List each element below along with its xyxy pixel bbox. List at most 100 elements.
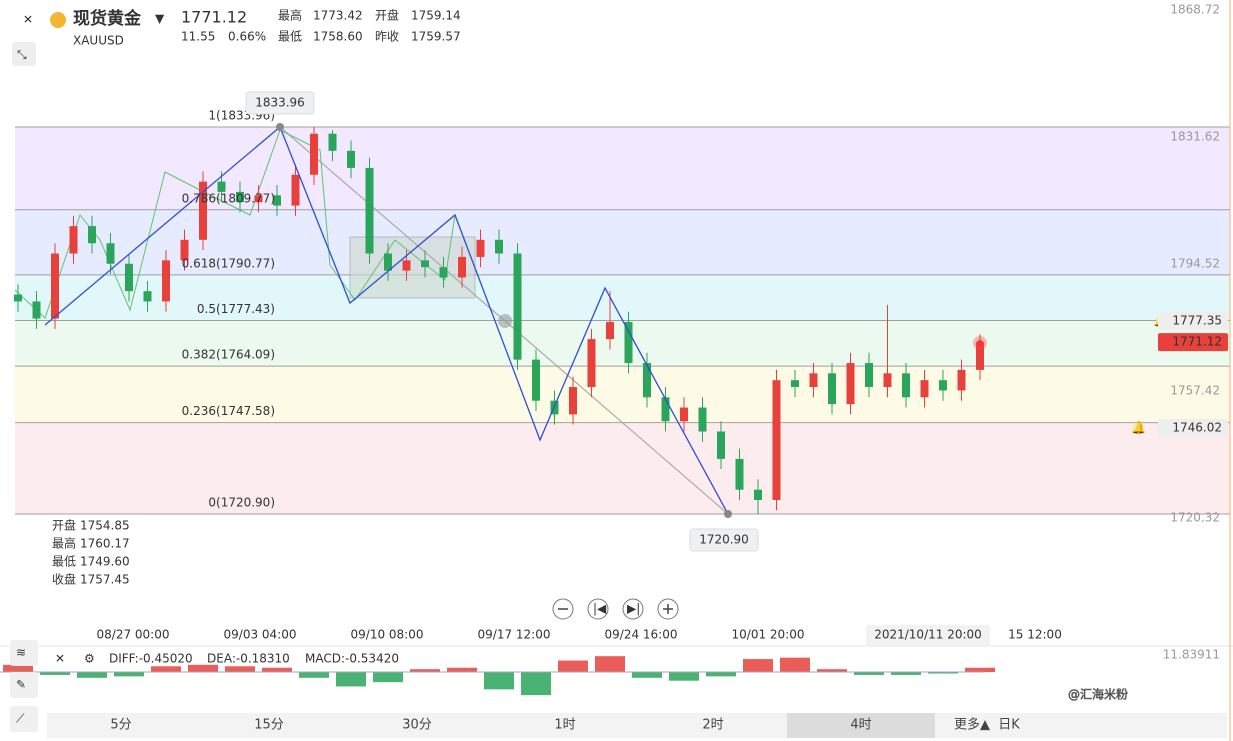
ohlc-label: 收盘: [52, 572, 76, 587]
macd-bar: [336, 672, 366, 687]
price-tag-label: 1771.12: [1172, 335, 1222, 349]
alert-icon: 🔔: [1131, 421, 1146, 435]
y-tick-label: 1794.52: [1170, 257, 1220, 271]
zoom-button[interactable]: [12, 42, 36, 66]
macd-legend: DEA:-0.18310: [207, 652, 290, 666]
settings-icon[interactable]: ⚙: [84, 652, 95, 666]
candle-body: [273, 195, 281, 206]
symbol-code: XAUUSD: [73, 34, 124, 48]
candle-body: [920, 380, 929, 398]
macd-bar: [632, 672, 662, 678]
candle-body: [569, 387, 577, 415]
macd-bar: [262, 667, 292, 673]
tool-button[interactable]: [10, 672, 38, 698]
macd-bar: [891, 672, 921, 675]
timeframe-tab[interactable]: 更多▲: [954, 717, 990, 733]
prev-button[interactable]: [587, 598, 609, 620]
candle-body: [14, 294, 22, 302]
candle-body: [957, 369, 966, 391]
macd-bar: [299, 672, 329, 678]
wave-line: [14, 129, 456, 319]
y-tick-label: 1757.42: [1170, 384, 1220, 398]
candle-body: [106, 243, 115, 264]
candle-body: [476, 239, 485, 257]
candle-body: [865, 363, 873, 388]
y-tick-label: 1720.32: [1170, 510, 1220, 524]
timeframe-tab[interactable]: 1时: [554, 718, 575, 733]
fib-label: 0.382(1764.09): [182, 348, 275, 362]
crosshair-label: 2021/10/11 20:00: [874, 628, 982, 642]
crosshair-box: [866, 625, 990, 645]
candle-body: [291, 174, 300, 206]
candle-body: [606, 321, 614, 340]
timeframe-tab[interactable]: 4时: [850, 718, 871, 733]
close-icon[interactable]: ✕: [23, 13, 33, 27]
candle-body: [495, 239, 503, 254]
icon: ⟋: [16, 712, 25, 726]
candle-body: [217, 181, 226, 192]
ohlc-value: 1749.60: [80, 555, 130, 569]
zoom-icon: ⤡: [17, 48, 27, 62]
timeframe-tab[interactable]: 30分: [402, 718, 432, 733]
candle-body: [680, 407, 688, 422]
candle-body: [587, 339, 596, 388]
fib-label: 0(1720.90): [208, 496, 275, 510]
timeframe-tab[interactable]: 15分: [254, 718, 284, 733]
tool-button[interactable]: [10, 640, 38, 666]
y-tick-label: 1868.72: [1170, 3, 1220, 17]
candle-body: [439, 267, 448, 278]
candle-body: [199, 181, 207, 240]
candle-body: [809, 373, 818, 388]
price: 1771.12: [181, 8, 247, 27]
stat-value: 1758.60: [313, 30, 363, 44]
stat-value: 1759.14: [411, 9, 461, 23]
timeframe-bar: [47, 713, 1227, 738]
candle-body: [421, 260, 429, 268]
candle-body: [939, 380, 947, 391]
pivot: [724, 510, 732, 518]
candle-body: [624, 321, 633, 364]
timeframe-tab[interactable]: 日K: [998, 718, 1020, 733]
tool-button[interactable]: [10, 706, 38, 732]
stat-label: 最低: [278, 30, 302, 44]
watermark: @汇海米粉: [1068, 687, 1128, 702]
macd-bar: [77, 672, 107, 678]
price-tag: [1158, 333, 1228, 352]
ohlc-label: 最低: [52, 555, 76, 569]
next-button[interactable]: [622, 598, 644, 620]
candle-body: [180, 239, 189, 261]
icon: ▶|: [627, 602, 640, 616]
fib-band: [15, 422, 1230, 515]
macd-bar: [595, 656, 625, 673]
current-dot: [977, 340, 983, 346]
symbol-name[interactable]: 现货黄金: [73, 8, 142, 29]
timeframe-tab[interactable]: 5分: [110, 718, 131, 733]
icon: ✎: [16, 678, 26, 692]
stat-value: 1773.42: [313, 9, 363, 23]
candle-body: [661, 397, 670, 422]
ohlc-label: 开盘: [52, 518, 76, 533]
pivot: [498, 314, 512, 328]
candle-body: [902, 373, 910, 398]
fib-band: [15, 274, 1230, 321]
close-icon[interactable]: ✕: [55, 652, 65, 666]
candle-body: [162, 260, 170, 302]
pivot: [276, 123, 284, 131]
macd-bar: [817, 669, 847, 673]
gold-icon: [50, 12, 66, 28]
macd-bar: [965, 667, 995, 673]
candle-body: [69, 226, 78, 254]
x-tick-label: 15 12:00: [1008, 628, 1062, 642]
candle-body: [236, 191, 244, 203]
macd-legend: DIFF:-0.45020: [109, 652, 193, 666]
timeframe-tab[interactable]: 2时: [702, 718, 723, 733]
stat-label: 昨收: [375, 30, 399, 44]
candle-body: [88, 226, 96, 244]
macd-bar: [40, 672, 70, 675]
dropdown[interactable]: ▼: [155, 12, 165, 26]
candle-body: [143, 291, 152, 302]
candle-body: [643, 363, 651, 398]
candle-body: [791, 380, 799, 388]
price-tag: [1158, 311, 1228, 330]
